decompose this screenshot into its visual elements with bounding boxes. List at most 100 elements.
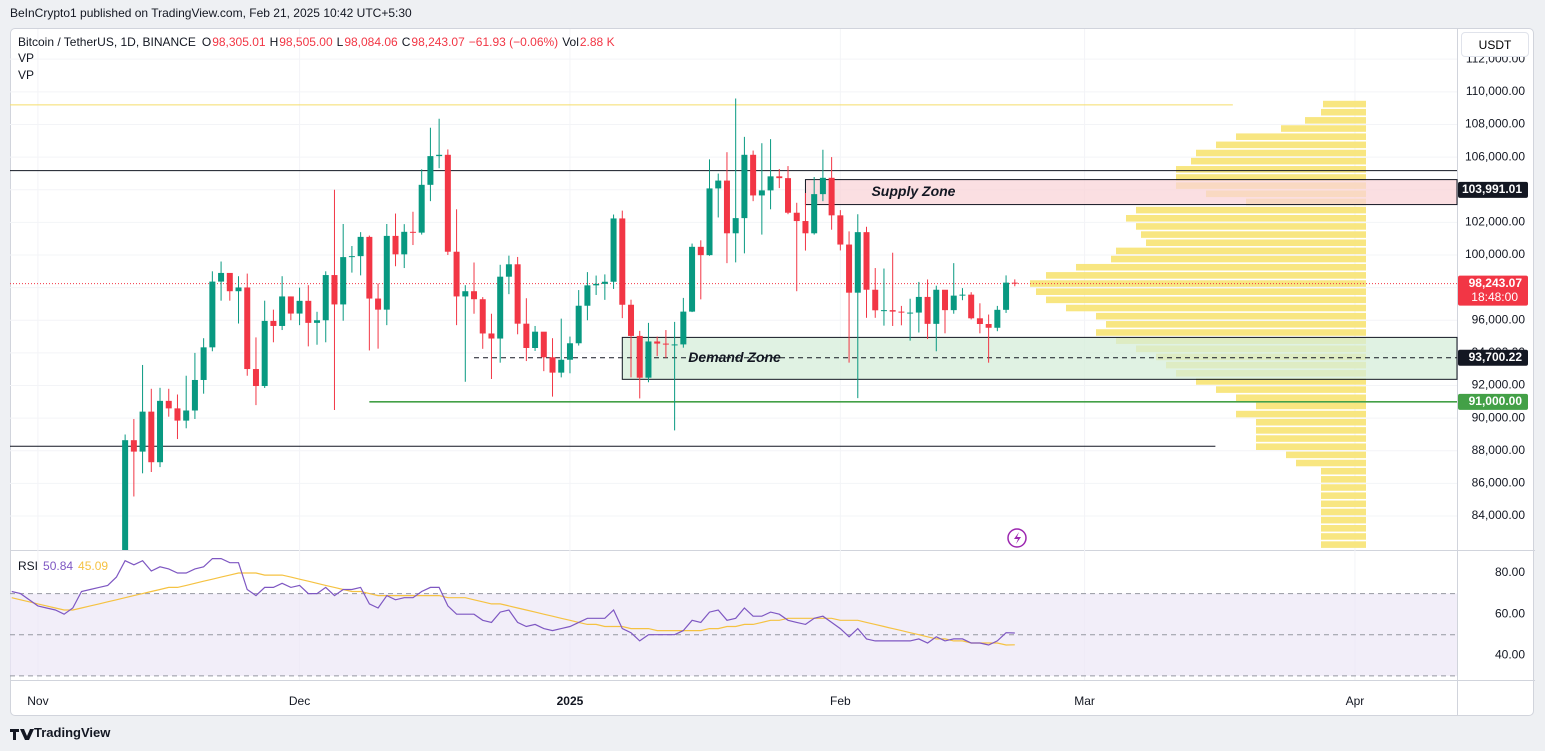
candle-body: [924, 296, 931, 324]
candle-body: [732, 218, 739, 234]
candle-body: [575, 305, 582, 344]
candle-body: [968, 294, 975, 319]
profile-bar: [1096, 329, 1366, 336]
candle-body: [846, 244, 853, 293]
profile-bar: [1191, 157, 1366, 165]
x-tick-label: Nov: [27, 694, 48, 708]
candle-body: [950, 295, 957, 311]
candle-body: [401, 231, 408, 255]
candle-body: [942, 289, 949, 311]
candle-body: [157, 400, 164, 463]
zone-label: Demand Zone: [688, 349, 781, 365]
candle-body: [122, 440, 129, 550]
profile-bar: [1146, 239, 1366, 247]
candle-body: [689, 246, 696, 312]
candles: [122, 98, 1018, 550]
candle-body: [680, 311, 687, 345]
candle-body: [706, 188, 713, 256]
profile-bar: [1321, 525, 1366, 532]
brand-logo: [10, 729, 34, 740]
rsi-value: 45.09: [78, 559, 109, 573]
indicator-label[interactable]: VP: [18, 68, 35, 82]
candle-body: [1003, 282, 1010, 310]
rsi-pane: [10, 558, 1457, 677]
profile-bar: [1305, 117, 1366, 124]
candle-body: [226, 272, 233, 292]
profile-bar: [1321, 541, 1366, 548]
candle-body: [558, 359, 565, 373]
profile-bar: [1256, 435, 1366, 442]
candle-body: [741, 154, 748, 219]
profile-bar: [1106, 321, 1366, 328]
price-marker-label: 103,991.01: [1462, 182, 1522, 196]
symbol-title[interactable]: Bitcoin / TetherUS, 1D, BINANCE: [18, 35, 196, 49]
candle-body: [645, 341, 652, 378]
candle-body: [584, 285, 591, 306]
candle-body: [610, 218, 617, 282]
candle-body: [235, 287, 242, 292]
profile-bar: [1196, 149, 1366, 157]
candle-body: [758, 190, 765, 196]
readout-key: C: [401, 35, 411, 49]
candle-body: [444, 154, 451, 252]
candle-body: [959, 294, 966, 296]
candle-body: [392, 235, 399, 255]
profile-bar: [1076, 263, 1366, 271]
profile-bar: [1236, 410, 1366, 418]
candle-body: [819, 177, 826, 195]
candle-body: [375, 298, 382, 310]
candle-body: [252, 369, 259, 387]
readout-key: H: [269, 35, 279, 49]
rsi-title[interactable]: RSI: [18, 559, 39, 573]
readout-value: 98,505.00: [279, 35, 333, 49]
candle-body: [261, 320, 268, 387]
price-marker-label: 93,700.22: [1469, 350, 1523, 364]
candle-body: [601, 281, 608, 284]
volume-value: 2.88 K: [579, 35, 615, 49]
readout-value: 98,243.07: [411, 35, 465, 49]
profile-bar: [1216, 141, 1366, 149]
candle-body: [130, 440, 137, 452]
candle-body: [200, 347, 207, 380]
candle-body: [322, 275, 329, 321]
profile-bar: [1321, 476, 1366, 483]
candle-body: [514, 264, 521, 324]
candle-body: [828, 177, 835, 216]
candle-body: [776, 176, 783, 179]
candle-body: [837, 215, 844, 245]
candle-body: [915, 296, 922, 313]
candle-body: [863, 232, 870, 290]
profile-bar: [1286, 451, 1366, 459]
price-marker: [1458, 275, 1528, 306]
candle-body: [654, 341, 661, 344]
brand[interactable]: TradingView: [34, 725, 111, 740]
candle-body: [767, 176, 774, 191]
candle-body: [872, 289, 879, 311]
candle-body: [305, 300, 312, 323]
readout-key: L: [336, 35, 344, 49]
alert-icon[interactable]: [1007, 528, 1027, 548]
zone: [804, 179, 1458, 206]
candle-body: [723, 180, 730, 234]
x-tick-label: 2025: [557, 694, 584, 708]
y-tick-label: 92,000.00: [1472, 378, 1526, 392]
candle-body: [636, 335, 643, 378]
volume-profile: [1030, 100, 1366, 548]
currency-button[interactable]: USDT: [1461, 32, 1529, 57]
price-marker-sublabel: 18:48:00: [1471, 290, 1518, 304]
candle-body: [523, 323, 530, 348]
candle-body: [183, 410, 190, 421]
candle-body: [279, 296, 286, 326]
profile-bar: [1046, 296, 1366, 304]
candle-body: [985, 324, 992, 328]
candle-body: [418, 184, 425, 233]
indicator-label[interactable]: VP: [18, 51, 35, 65]
candle-body: [933, 289, 940, 324]
profile-bar: [1256, 427, 1366, 434]
profile-bar: [1321, 492, 1366, 499]
candle-body: [453, 251, 460, 297]
candle-body: [497, 276, 504, 339]
profile-bar: [1036, 288, 1366, 295]
profile-bar: [1321, 516, 1366, 524]
